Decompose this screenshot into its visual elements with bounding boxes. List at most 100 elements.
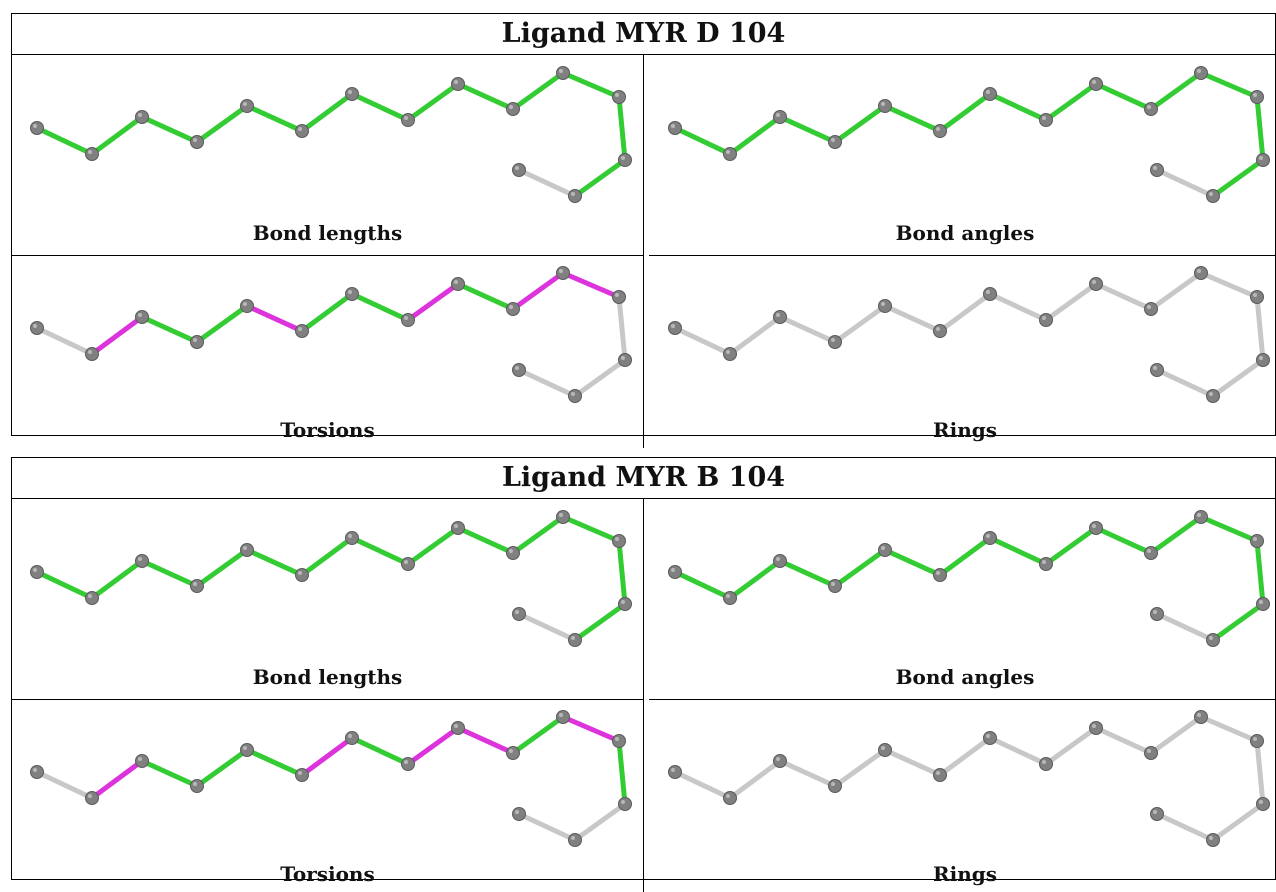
atom-highlight: [1197, 713, 1201, 717]
atom-highlight: [936, 327, 940, 331]
bond: [299, 735, 355, 778]
atom-highlight: [1253, 537, 1257, 541]
bond: [516, 367, 578, 399]
atom: [135, 110, 149, 124]
bond: [1154, 167, 1216, 199]
atom-highlight: [88, 350, 92, 354]
atom-highlight: [831, 782, 835, 786]
atom-highlight: [404, 116, 408, 120]
atom-highlight: [1259, 800, 1263, 804]
atom: [1250, 734, 1264, 748]
bond: [299, 291, 355, 334]
atom: [983, 531, 997, 545]
bond: [1254, 538, 1266, 607]
atom: [568, 189, 582, 203]
atom-highlight: [515, 366, 519, 370]
atom-highlight: [671, 568, 675, 572]
atom: [1206, 189, 1220, 203]
bond: [89, 558, 145, 601]
atom-highlight: [776, 313, 780, 317]
atom-highlight: [509, 749, 513, 753]
bond: [1043, 725, 1099, 767]
bond: [89, 114, 145, 157]
atom-highlight: [1153, 366, 1157, 370]
atom-highlight: [671, 124, 675, 128]
atom: [1089, 521, 1103, 535]
atom: [723, 591, 737, 605]
atom: [773, 110, 787, 124]
atom-highlight: [298, 127, 302, 131]
bond: [244, 747, 305, 778]
bond: [299, 91, 355, 134]
atom-highlight: [831, 582, 835, 586]
atom: [85, 147, 99, 161]
atom: [568, 833, 582, 847]
bond: [937, 291, 993, 334]
atom: [1194, 710, 1208, 724]
bond: [987, 91, 1049, 123]
atom: [878, 99, 892, 113]
bond: [616, 94, 628, 163]
bond: [510, 514, 566, 556]
atom-highlight: [193, 582, 197, 586]
atom-highlight: [33, 324, 37, 328]
atom: [723, 791, 737, 805]
atom-highlight: [936, 127, 940, 131]
atom: [135, 554, 149, 568]
atom-highlight: [621, 600, 625, 604]
atom: [773, 310, 787, 324]
atom-highlight: [138, 557, 142, 561]
atom-highlight: [986, 90, 990, 94]
atom: [1144, 302, 1158, 316]
bond: [727, 558, 783, 601]
panel-caption: Bond angles: [895, 665, 1035, 689]
bond: [572, 801, 628, 843]
bond: [510, 70, 566, 112]
atom: [506, 746, 520, 760]
atom: [773, 754, 787, 768]
atom: [401, 113, 415, 127]
bond: [1043, 81, 1099, 123]
atom: [85, 791, 99, 805]
atom-highlight: [1042, 316, 1046, 320]
atom-highlight: [193, 782, 197, 786]
panel-bond-angles: Bond angles: [649, 54, 1276, 256]
molecule-diagram: [668, 510, 1270, 647]
bond: [194, 547, 250, 589]
bond: [139, 114, 200, 145]
atom: [451, 277, 465, 291]
atom: [512, 163, 526, 177]
bond: [616, 538, 628, 607]
bond: [1198, 714, 1260, 744]
bond: [455, 525, 516, 556]
bond: [139, 758, 200, 789]
atom: [512, 363, 526, 377]
bond: [987, 291, 1049, 323]
atom: [240, 543, 254, 557]
atom-highlight: [88, 594, 92, 598]
atom-highlight: [348, 734, 352, 738]
bond: [777, 558, 838, 589]
atom: [506, 102, 520, 116]
bond: [1148, 514, 1204, 556]
atom-highlight: [1042, 116, 1046, 120]
molecule-diagram: [668, 710, 1270, 847]
atom: [1089, 277, 1103, 291]
bond: [349, 291, 411, 323]
bond: [672, 125, 733, 157]
bond: [672, 569, 733, 601]
bond: [510, 714, 566, 756]
bond: [616, 738, 628, 807]
atom: [1144, 746, 1158, 760]
bond: [349, 735, 411, 767]
atom: [1256, 797, 1270, 811]
molecule-diagram: [30, 66, 632, 203]
atom-highlight: [1259, 356, 1263, 360]
atom: [828, 335, 842, 349]
bond: [882, 303, 943, 334]
atom-highlight: [1147, 105, 1151, 109]
atom-highlight: [571, 192, 575, 196]
atom-highlight: [243, 546, 247, 550]
atom-highlight: [1253, 293, 1257, 297]
atom-highlight: [1259, 600, 1263, 604]
